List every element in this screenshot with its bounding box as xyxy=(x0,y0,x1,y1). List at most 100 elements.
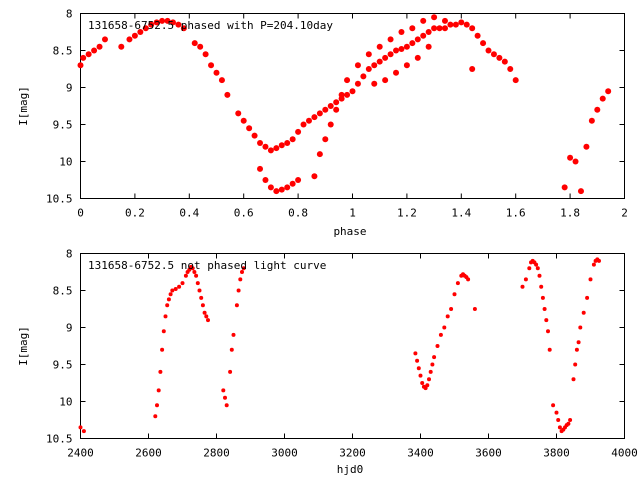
data-point xyxy=(354,62,361,69)
data-point xyxy=(534,262,539,267)
data-point xyxy=(200,303,205,308)
data-point xyxy=(197,288,202,293)
data-point xyxy=(101,36,108,43)
data-point xyxy=(137,29,144,35)
data-point xyxy=(501,58,508,65)
data-point xyxy=(546,329,550,334)
data-point xyxy=(85,51,92,58)
data-point xyxy=(163,314,168,319)
data-point xyxy=(160,347,165,352)
data-point xyxy=(425,29,432,35)
data-point xyxy=(403,43,410,50)
data-point xyxy=(168,292,173,297)
data-point xyxy=(554,410,559,415)
data-point xyxy=(490,51,497,58)
data-point xyxy=(251,132,258,139)
data-point xyxy=(452,21,459,28)
data-point xyxy=(166,297,171,302)
data-point xyxy=(415,358,420,363)
data-point xyxy=(542,307,547,311)
data-point xyxy=(204,314,209,319)
data-point xyxy=(442,325,447,330)
data-point xyxy=(428,369,433,374)
data-point xyxy=(333,106,340,113)
data-point xyxy=(202,310,207,315)
data-point xyxy=(316,151,323,158)
data-point xyxy=(81,429,86,434)
top-y-ticks: 8 8.5 9 9.5 10 10.5 xyxy=(46,8,625,206)
data-point xyxy=(273,188,280,195)
data-point xyxy=(344,91,351,98)
data-point xyxy=(153,414,158,419)
data-point xyxy=(371,62,378,69)
phased-light-curve-panel: 0 0.2 0.4 0.6 0.8 1 1.2 1.4 1.6 1.8 2 8 8.5 9 9.5 10 10… xyxy=(17,8,628,239)
data-point xyxy=(77,62,84,69)
data-point xyxy=(537,273,542,278)
data-point xyxy=(327,103,334,109)
data-point xyxy=(180,281,185,286)
data-point xyxy=(148,21,155,28)
data-point xyxy=(420,17,427,24)
data-point xyxy=(194,273,199,278)
data-point xyxy=(414,54,421,61)
top-y-axis-label: I[mag] xyxy=(17,86,30,126)
data-point xyxy=(164,17,171,24)
data-point xyxy=(155,403,159,408)
data-point xyxy=(344,77,351,84)
data-point xyxy=(218,77,225,84)
x-tick-label: 0.6 xyxy=(234,207,254,220)
data-point xyxy=(231,332,236,337)
x-tick-label: 1.6 xyxy=(506,207,526,220)
data-point xyxy=(311,114,318,121)
data-point xyxy=(327,121,334,128)
data-point xyxy=(159,17,166,24)
x-tick-label: 2600 xyxy=(135,447,162,460)
x-tick-label: 1.8 xyxy=(560,207,580,220)
data-point xyxy=(427,377,431,382)
unphased-light-curve-panel: 2400 2600 2800 3000 3200 3400 3600 3800 4000 8 8.… xyxy=(17,248,638,477)
data-point xyxy=(469,25,476,32)
data-point xyxy=(187,267,192,272)
top-x-ticks: 0 0.2 0.4 0.6 0.8 1 1.2 1.4 1.6 1.8 2 xyxy=(77,13,628,220)
data-point xyxy=(316,110,323,117)
data-point xyxy=(588,117,595,124)
data-point xyxy=(382,54,389,61)
data-point xyxy=(190,266,195,271)
data-point xyxy=(540,295,545,300)
data-point xyxy=(295,128,302,135)
data-point xyxy=(118,43,125,50)
data-point xyxy=(583,143,590,150)
data-point xyxy=(416,366,421,371)
data-point xyxy=(238,277,243,282)
top-data-points xyxy=(77,14,612,195)
data-point xyxy=(240,270,244,274)
data-point xyxy=(547,347,552,352)
bottom-x-ticks: 2400 2600 2800 3000 3200 3400 3600 3800 4000 xyxy=(67,253,638,460)
data-point xyxy=(466,277,471,282)
data-point xyxy=(289,136,296,143)
y-tick-label: 9 xyxy=(66,82,73,95)
data-point xyxy=(91,47,98,54)
data-point xyxy=(177,284,182,289)
data-point xyxy=(257,165,264,172)
data-point xyxy=(278,142,285,149)
data-point xyxy=(447,21,454,28)
data-point xyxy=(567,154,574,161)
data-point xyxy=(158,369,163,374)
data-point xyxy=(474,32,481,39)
data-point xyxy=(360,73,367,80)
data-point xyxy=(431,25,438,32)
data-point xyxy=(180,25,187,32)
bottom-x-axis-label: hjd0 xyxy=(337,463,364,476)
data-point xyxy=(557,425,562,430)
x-tick-label: 3800 xyxy=(543,447,570,460)
x-tick-label: 0 xyxy=(77,207,84,220)
x-tick-label: 3000 xyxy=(271,447,298,460)
x-tick-label: 0.2 xyxy=(125,207,145,220)
data-point xyxy=(224,403,229,408)
data-point xyxy=(572,158,579,165)
data-point xyxy=(398,29,405,35)
data-point xyxy=(173,287,178,292)
data-point xyxy=(512,77,519,84)
data-point xyxy=(175,21,182,28)
